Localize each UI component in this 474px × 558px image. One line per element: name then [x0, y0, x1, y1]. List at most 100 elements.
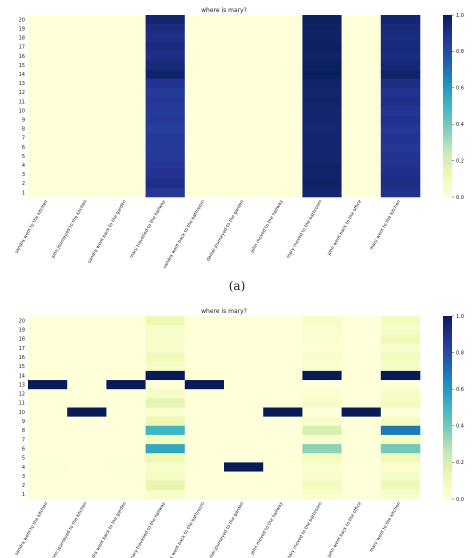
heatmap-cell — [302, 416, 342, 427]
heatmap-cell — [28, 389, 68, 399]
heatmap-cell — [67, 471, 107, 481]
heatmap-cell — [28, 42, 68, 52]
heatmap-cell — [106, 178, 146, 189]
heatmap-cell — [106, 407, 146, 417]
heatmap-cell — [184, 142, 225, 152]
heatmap-cell — [184, 124, 225, 134]
heatmap-cell — [67, 462, 107, 472]
y-tick-label: 9 — [22, 117, 25, 123]
heatmap-cell — [341, 24, 382, 34]
heatmap-cell — [28, 160, 68, 170]
y-tick-label: 9 — [22, 419, 25, 425]
heatmap-cell — [263, 60, 303, 70]
heatmap-cell — [184, 33, 225, 43]
chart-title: where is mary? — [201, 308, 247, 315]
colorbar-tick-label: 0.2 — [456, 158, 464, 164]
heatmap-cell — [380, 407, 421, 417]
heatmap-cell — [106, 106, 146, 116]
heatmap-cell — [28, 115, 68, 125]
y-tick-label: 13 — [19, 81, 25, 87]
heatmap-cell — [302, 370, 342, 381]
heatmap-panel-1: where is mary?20191817161514131211109876… — [14, 7, 464, 293]
y-tick-label: 12 — [19, 392, 25, 398]
chart-title: where is mary? — [201, 7, 247, 14]
heatmap-cell — [302, 142, 342, 152]
heatmap-cell — [380, 151, 421, 161]
heatmap-cell — [67, 42, 107, 52]
heatmap-cell — [184, 325, 225, 335]
heatmap-cell — [145, 42, 186, 52]
x-tick-label: daniel journeyed to the garden — [205, 501, 245, 558]
heatmap-cell — [224, 325, 264, 335]
heatmap-cell — [302, 361, 342, 372]
heatmap-cell — [341, 398, 382, 408]
y-tick-label: 12 — [19, 90, 25, 96]
heatmap-cell — [341, 78, 382, 89]
heatmap-cell — [67, 325, 107, 335]
heatmap-cell — [67, 416, 107, 427]
heatmap-cell — [28, 133, 68, 143]
x-tick-label: mary travelled to the hallway — [129, 199, 168, 260]
y-tick-label: 10 — [19, 410, 25, 416]
heatmap-cell — [28, 462, 68, 472]
heatmap-cell — [28, 380, 68, 390]
heatmap-cell — [302, 169, 342, 180]
heatmap-cell — [145, 398, 186, 408]
heatmap-cell — [28, 69, 68, 79]
heatmap-cell — [184, 87, 225, 98]
heatmap-cell — [341, 60, 382, 70]
heatmap-cell — [106, 370, 146, 381]
heatmap-cell — [263, 325, 303, 335]
heatmap-cell — [302, 334, 342, 344]
heatmap-cell — [184, 115, 225, 125]
heatmap-cell — [224, 407, 264, 417]
heatmap-cell — [341, 389, 382, 399]
y-tick-label: 17 — [19, 45, 25, 51]
heatmap-cell — [67, 133, 107, 143]
heatmap-cell — [145, 106, 186, 116]
y-tick-label: 20 — [19, 318, 25, 324]
heatmap-cell — [184, 343, 225, 353]
heatmap-cell — [67, 361, 107, 372]
heatmap-cell — [341, 187, 382, 198]
heatmap-cell — [145, 416, 186, 427]
figure-caption: (a) — [229, 279, 246, 293]
heatmap-cell — [380, 160, 421, 170]
y-tick-label: 6 — [22, 446, 25, 452]
heatmap-cell — [184, 106, 225, 116]
heatmap-cell — [67, 334, 107, 344]
colorbar-tick-label: 0.6 — [456, 387, 464, 393]
heatmap-cell — [302, 33, 342, 43]
heatmap-cell — [145, 343, 186, 353]
heatmap-cell — [224, 343, 264, 353]
x-tick-label: mary moved to the bathroom — [285, 199, 323, 260]
heatmap-cell — [145, 434, 186, 445]
heatmap-cell — [145, 352, 186, 363]
heatmap-cell — [106, 334, 146, 344]
heatmap-cell — [341, 106, 382, 116]
heatmap-cell — [145, 133, 186, 143]
heatmap-cell — [184, 151, 225, 161]
colorbar-tick-label: 0.0 — [456, 497, 464, 503]
heatmap-cell — [224, 115, 264, 125]
heatmap-cell — [302, 87, 342, 98]
heatmap-cell — [184, 160, 225, 170]
colorbar-tick-label: 0.2 — [456, 460, 464, 466]
heatmap-cell — [67, 480, 107, 491]
heatmap-cell — [341, 471, 382, 481]
heatmap-cell — [263, 51, 303, 61]
heatmap-cell — [106, 361, 146, 372]
heatmap-cell — [302, 480, 342, 491]
heatmap-cell — [263, 471, 303, 481]
x-tick-label: sandra went back to the bathroom — [162, 199, 206, 270]
heatmap-cell — [106, 115, 146, 125]
heatmap-cell — [263, 142, 303, 152]
heatmap-cell — [184, 462, 225, 472]
x-tick-label: mary went to the kitchen — [368, 199, 402, 251]
heatmap-cell — [28, 480, 68, 491]
heatmap-cell — [145, 51, 186, 61]
heatmap-cell — [106, 142, 146, 152]
heatmap-cell — [263, 115, 303, 125]
y-tick-label: 2 — [22, 483, 25, 489]
heatmap-cell — [263, 398, 303, 408]
